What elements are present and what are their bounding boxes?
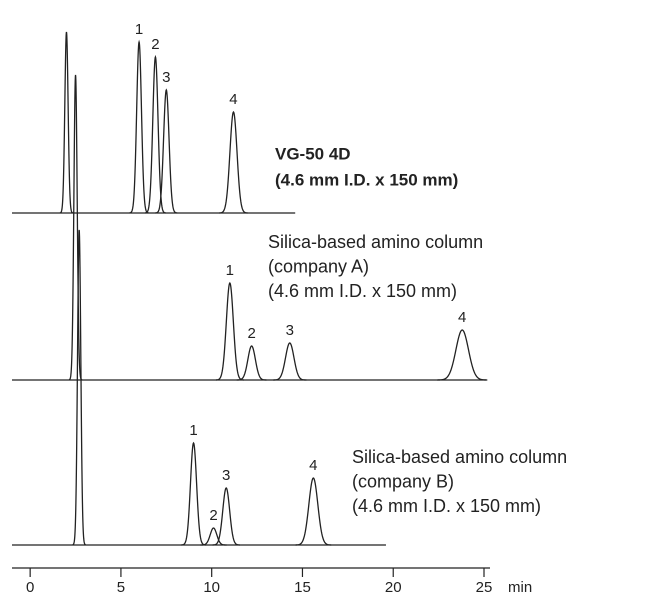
peak-label: 1 — [189, 422, 197, 439]
peak-label: 4 — [458, 309, 466, 326]
peak — [212, 487, 240, 546]
x-tick-label: 20 — [385, 579, 402, 596]
peak — [129, 39, 149, 214]
series-label: (company B) — [352, 471, 454, 491]
x-tick-label: 5 — [117, 579, 125, 596]
series-label: (4.6 mm I.D. x 150 mm) — [352, 496, 541, 516]
series-label: VG-50 4D — [275, 144, 351, 163]
x-tick-label: 25 — [476, 579, 493, 596]
series-label: Silica-based amino column — [268, 232, 483, 252]
peak-label: 4 — [309, 457, 317, 474]
peak — [236, 345, 267, 381]
series-label: Silica-based amino column — [352, 447, 567, 467]
peak — [295, 477, 332, 546]
x-axis-label: min — [508, 579, 532, 596]
series-label: (company A) — [268, 256, 369, 276]
peak — [181, 441, 206, 546]
peak-label: 2 — [247, 325, 255, 342]
peak — [437, 329, 488, 381]
peak-label: 3 — [222, 467, 230, 484]
peak-label: 3 — [286, 322, 294, 339]
peak-label: 3 — [162, 69, 170, 86]
peak-label: 2 — [209, 507, 217, 524]
x-tick-label: 10 — [203, 579, 220, 596]
x-tick-label: 15 — [294, 579, 311, 596]
peak — [155, 88, 178, 214]
peak — [272, 342, 307, 381]
peak — [72, 229, 86, 546]
peak-label: 1 — [135, 21, 143, 38]
peak-label: 2 — [151, 36, 159, 53]
peak — [59, 31, 74, 214]
peak — [68, 74, 83, 381]
series-label: (4.6 mm I.D. x 150 mm) — [275, 170, 458, 189]
peak-label: 4 — [229, 91, 237, 108]
peak — [200, 527, 227, 546]
peak — [215, 281, 244, 381]
peak — [144, 54, 166, 214]
peak-label: 1 — [226, 262, 234, 279]
x-tick-label: 0 — [26, 579, 34, 596]
series-label: (4.6 mm I.D. x 150 mm) — [268, 281, 457, 301]
peak — [219, 110, 248, 214]
